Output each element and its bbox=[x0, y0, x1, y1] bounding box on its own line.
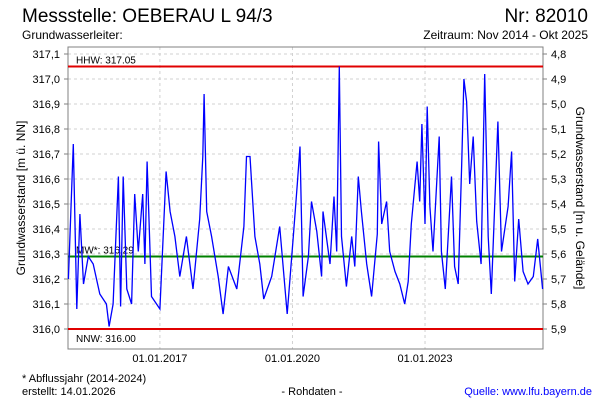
y-tick-label-left: 316,2 bbox=[32, 274, 60, 286]
y-tick-label-right: 5,4 bbox=[551, 199, 566, 211]
y-axis-title-right: Grundwasserstand [m u. Gelände] bbox=[573, 107, 587, 290]
y-tick-label-left: 316,5 bbox=[32, 199, 60, 211]
y-tick-label-right: 4,9 bbox=[551, 74, 566, 86]
series-layer bbox=[67, 66, 544, 327]
y-tick-label-right: 5,6 bbox=[551, 249, 566, 261]
y-tick-label-left: 316,1 bbox=[32, 299, 60, 311]
reference-label-hhw: HHW: 317.05 bbox=[76, 56, 136, 67]
y-tick-label-right: 5,7 bbox=[551, 274, 566, 286]
y-tick-label-right: 5,2 bbox=[551, 149, 566, 161]
y-tick-label-right: 4,8 bbox=[551, 49, 566, 61]
y-axis-title-left: Grundwasserstand [m ü. NN] bbox=[14, 121, 28, 276]
y-tick-label-left: 316,9 bbox=[32, 99, 60, 111]
groundwater-level-line bbox=[67, 66, 544, 327]
y-tick-label-left: 317,1 bbox=[32, 49, 60, 61]
y-tick-label-left: 316,4 bbox=[32, 224, 60, 236]
y-tick-label-right: 5,0 bbox=[551, 99, 566, 111]
period-label: Zeitraum: Nov 2014 - Okt 2025 bbox=[423, 28, 588, 42]
aquifer-label: Grundwasserleiter: bbox=[22, 28, 123, 42]
y-tick-label-left: 316,7 bbox=[32, 149, 60, 161]
reference-label-mw: MW*: 316.29 bbox=[76, 246, 134, 257]
y-tick-label-left: 316,0 bbox=[32, 324, 60, 336]
y-tick-label-left: 316,3 bbox=[32, 249, 60, 261]
y-tick-label-right: 5,3 bbox=[551, 174, 566, 186]
y-tick-label-left: 316,6 bbox=[32, 174, 60, 186]
source-link[interactable]: Quelle: www.lfu.bayern.de bbox=[464, 386, 592, 398]
station-title: Messstelle: OEBERAU L 94/3 bbox=[22, 6, 273, 27]
grid bbox=[68, 47, 543, 349]
y-tick-label-right: 5,9 bbox=[551, 324, 566, 336]
plot-frame bbox=[67, 46, 544, 350]
y-tick-label-right: 5,1 bbox=[551, 124, 566, 136]
reference-lines: HHW: 317.05 MW*: 316.29 NNW: 316.00 bbox=[68, 56, 543, 345]
created-date: erstellt: 14.01.2026 bbox=[22, 386, 116, 398]
footnote: * Abflussjahr (2014-2024) bbox=[22, 373, 146, 385]
reference-label-nnw: NNW: 316.00 bbox=[76, 334, 136, 345]
x-tick-label: 01.01.2020 bbox=[265, 353, 320, 365]
rawdata-label: - Rohdaten - bbox=[281, 386, 342, 398]
x-tick-label: 01.01.2023 bbox=[397, 353, 452, 365]
station-number: Nr: 82010 bbox=[505, 6, 588, 27]
axes: 317,1 4,8 317,0 4,9 316,9 5,0 316,8 5,1 316,7 5,2… bbox=[32, 49, 566, 365]
y-tick-label-left: 316,8 bbox=[32, 124, 60, 136]
y-tick-label-left: 317,0 bbox=[32, 74, 60, 86]
y-tick-label-right: 5,8 bbox=[551, 299, 566, 311]
x-tick-label: 01.01.2017 bbox=[132, 353, 187, 365]
y-tick-label-right: 5,5 bbox=[551, 224, 566, 236]
